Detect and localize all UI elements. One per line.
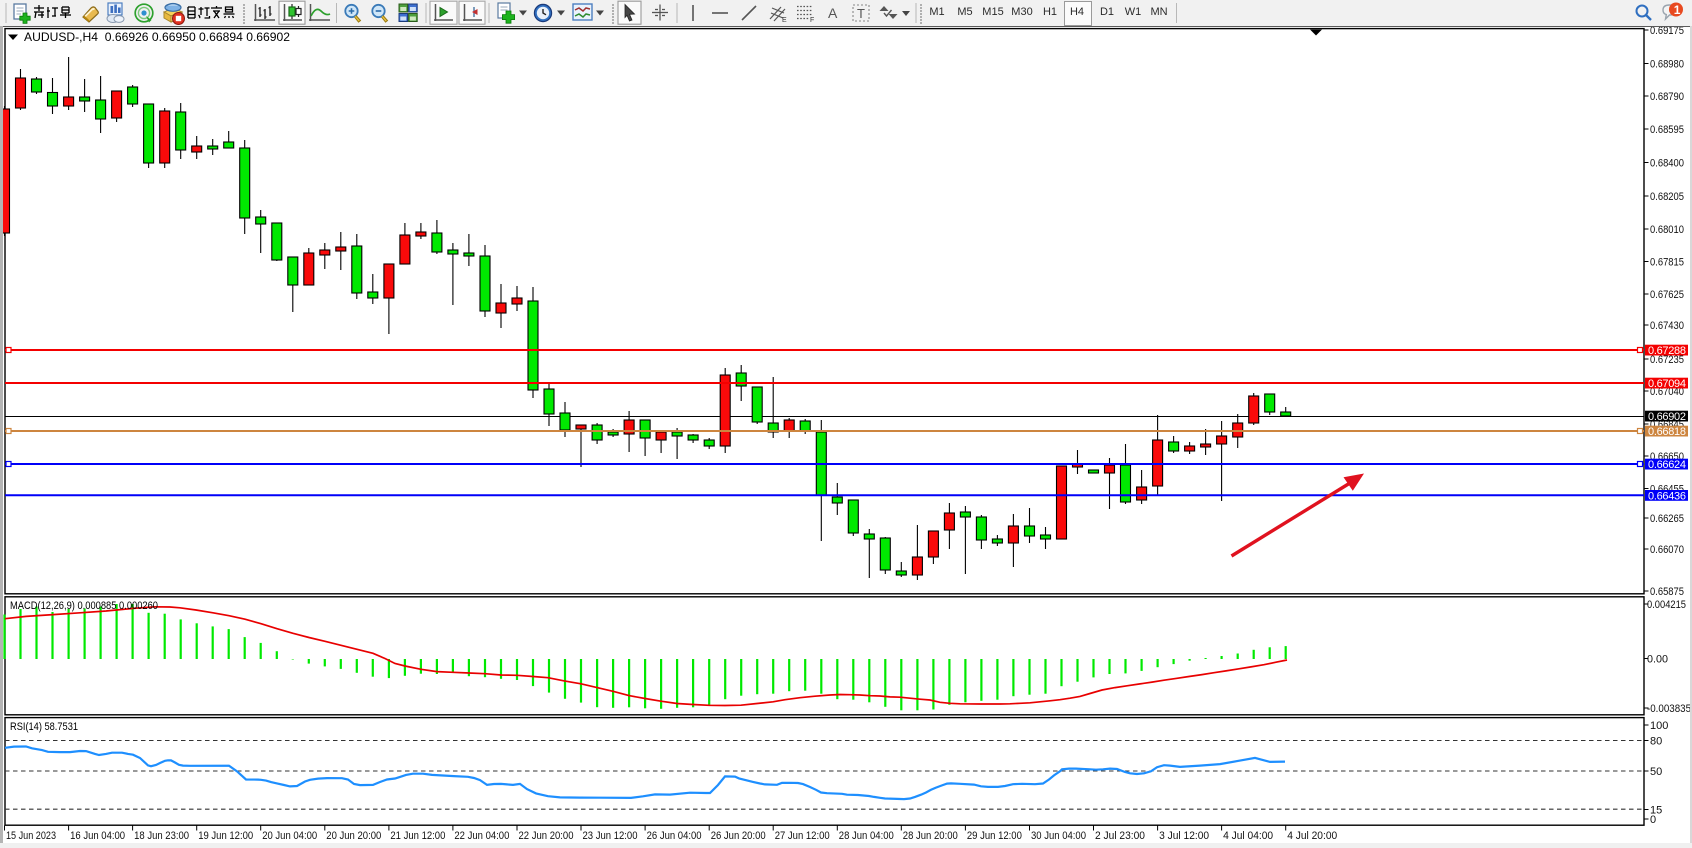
svg-text:MACD(12,26,9) 0.000885 0.00026: MACD(12,26,9) 0.000885 0.000260 <box>10 600 158 612</box>
svg-text:0.69175: 0.69175 <box>1650 25 1684 37</box>
svg-text:0.68980: 0.68980 <box>1650 59 1684 71</box>
svg-text:0.66436: 0.66436 <box>1648 490 1686 502</box>
svg-text:100: 100 <box>1650 720 1668 732</box>
svg-text:15 Jun 2023: 15 Jun 2023 <box>6 830 56 842</box>
svg-text:26 Jun 20:00: 26 Jun 20:00 <box>711 830 766 842</box>
svg-text:0: 0 <box>1650 814 1656 826</box>
svg-text:22 Jun 04:00: 22 Jun 04:00 <box>454 830 509 842</box>
svg-text:27 Jun 12:00: 27 Jun 12:00 <box>775 830 830 842</box>
svg-text:20 Jun 20:00: 20 Jun 20:00 <box>326 830 381 842</box>
svg-text:0.67094: 0.67094 <box>1648 378 1686 390</box>
svg-text:0.004215: 0.004215 <box>1647 599 1686 611</box>
svg-text:-0.003835: -0.003835 <box>1647 703 1691 715</box>
svg-text:50: 50 <box>1650 766 1662 778</box>
svg-text:0.67288: 0.67288 <box>1648 345 1686 357</box>
svg-text:0.67815: 0.67815 <box>1650 257 1684 269</box>
svg-text:18 Jun 23:00: 18 Jun 23:00 <box>134 830 189 842</box>
svg-text:0.00: 0.00 <box>1647 654 1668 666</box>
svg-text:0.66902: 0.66902 <box>1648 411 1686 423</box>
svg-text:RSI(14) 58.7531: RSI(14) 58.7531 <box>10 721 78 733</box>
svg-text:23 Jun 12:00: 23 Jun 12:00 <box>583 830 638 842</box>
svg-text:0.67625: 0.67625 <box>1650 289 1684 301</box>
svg-text:26 Jun 04:00: 26 Jun 04:00 <box>647 830 702 842</box>
svg-text:0.66265: 0.66265 <box>1650 513 1684 525</box>
svg-text:0.66070: 0.66070 <box>1650 544 1684 556</box>
svg-text:15: 15 <box>1650 805 1662 817</box>
svg-text:0.68400: 0.68400 <box>1650 158 1684 170</box>
svg-text:20 Jun 04:00: 20 Jun 04:00 <box>262 830 317 842</box>
svg-text:3 Jul 12:00: 3 Jul 12:00 <box>1159 830 1209 842</box>
svg-text:1: 1 <box>1674 3 1681 17</box>
svg-text:4 Jul 20:00: 4 Jul 20:00 <box>1287 830 1337 842</box>
svg-text:28 Jun 04:00: 28 Jun 04:00 <box>839 830 894 842</box>
svg-text:0.68595: 0.68595 <box>1650 124 1684 136</box>
svg-text:19 Jun 12:00: 19 Jun 12:00 <box>198 830 253 842</box>
svg-text:F: F <box>810 17 814 24</box>
svg-text:0.68790: 0.68790 <box>1650 91 1684 103</box>
svg-text:0.67235: 0.67235 <box>1650 354 1684 366</box>
svg-text:A: A <box>828 5 838 21</box>
svg-text:2 Jul 23:00: 2 Jul 23:00 <box>1095 830 1145 842</box>
svg-text:21 Jun 12:00: 21 Jun 12:00 <box>390 830 445 842</box>
svg-text:0.66818: 0.66818 <box>1648 426 1686 438</box>
svg-text:80: 80 <box>1650 736 1662 748</box>
svg-text:30 Jun 04:00: 30 Jun 04:00 <box>1031 830 1086 842</box>
svg-text:0.67430: 0.67430 <box>1650 320 1684 332</box>
svg-text:16 Jun 04:00: 16 Jun 04:00 <box>70 830 125 842</box>
svg-text:0.65875: 0.65875 <box>1650 586 1684 598</box>
svg-text:T: T <box>857 6 865 21</box>
svg-text:29 Jun 12:00: 29 Jun 12:00 <box>967 830 1022 842</box>
svg-text:0.66624: 0.66624 <box>1648 459 1686 471</box>
svg-text:4 Jul 04:00: 4 Jul 04:00 <box>1223 830 1273 842</box>
svg-text:0.68205: 0.68205 <box>1650 191 1684 203</box>
svg-text:AUDUSD-,H4 0.66926 0.66950 0.: AUDUSD-,H4 0.66926 0.66950 0.66894 0.669… <box>24 30 290 44</box>
svg-text:0.68010: 0.68010 <box>1650 224 1684 236</box>
svg-text:0.67040: 0.67040 <box>1650 386 1684 398</box>
svg-text:22 Jun 20:00: 22 Jun 20:00 <box>519 830 574 842</box>
svg-text:28 Jun 20:00: 28 Jun 20:00 <box>903 830 958 842</box>
svg-text:E: E <box>782 17 787 24</box>
